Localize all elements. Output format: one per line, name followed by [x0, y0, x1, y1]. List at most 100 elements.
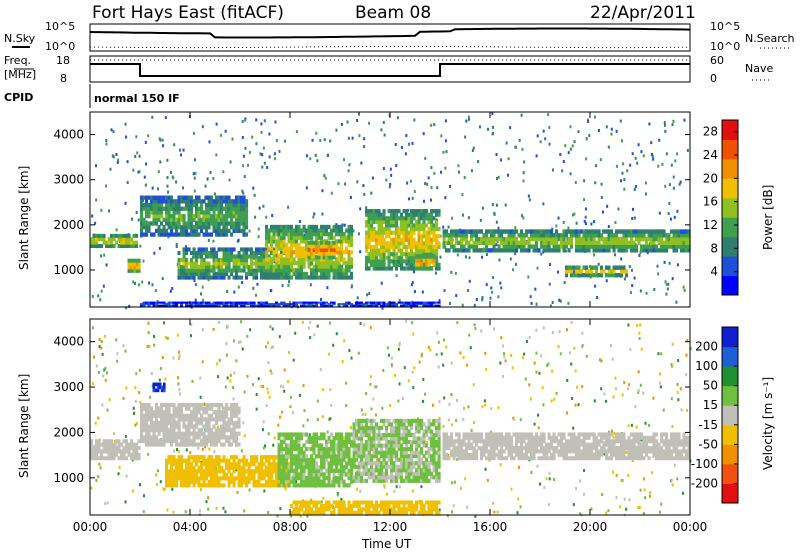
velocity-speckle	[239, 340, 242, 344]
power-cell	[415, 248, 419, 253]
power-cell	[305, 246, 309, 251]
velocity-cell	[290, 446, 294, 452]
power-speckle	[628, 265, 631, 269]
velocity-cell	[202, 483, 206, 488]
power-cell	[133, 268, 137, 273]
power-speckle	[548, 282, 551, 286]
power-cell	[197, 206, 201, 211]
velocity-cell	[117, 439, 121, 444]
power-cell	[165, 303, 169, 306]
velocity-speckle	[643, 488, 646, 492]
nsearch-series	[90, 45, 691, 49]
power-cell	[452, 229, 456, 234]
power-speckle	[362, 184, 365, 188]
velocity-cell	[257, 465, 261, 470]
velocity-cell	[220, 410, 224, 415]
velocity-cell	[220, 424, 224, 429]
velocity-cell	[202, 476, 206, 481]
velocity-cell	[95, 446, 99, 451]
velocity-cell	[167, 417, 171, 422]
velocity-cell	[277, 483, 281, 488]
power-speckle	[523, 160, 526, 164]
velocity-cell	[260, 472, 264, 477]
power-cell	[227, 213, 231, 219]
power-cell	[320, 268, 324, 273]
velocity-cell	[192, 406, 196, 411]
power-cell	[397, 230, 401, 235]
power-speckle	[597, 129, 600, 133]
velocity-speckle	[360, 408, 363, 412]
power-speckle	[663, 121, 666, 125]
power-cell	[237, 225, 241, 230]
power-speckle	[329, 139, 332, 143]
power-cell	[165, 213, 169, 219]
power-cell	[587, 233, 591, 238]
velocity-cell	[240, 469, 244, 474]
velocity-cell	[220, 417, 224, 422]
power-cell	[315, 304, 319, 307]
power-speckle	[161, 277, 164, 281]
velocity-cell	[150, 442, 154, 447]
power-cell	[282, 271, 286, 277]
power-cell	[430, 212, 434, 217]
power-cell	[175, 225, 179, 230]
power-cell	[510, 248, 514, 253]
velocity-speckle	[309, 320, 312, 324]
power-cell	[245, 225, 249, 230]
power-speckle	[368, 291, 371, 295]
velocity-cell	[192, 469, 196, 474]
power-cell	[372, 237, 376, 242]
power-cell	[580, 269, 584, 274]
power-cell	[182, 206, 186, 211]
power-cell	[187, 268, 191, 273]
power-cell	[280, 257, 284, 262]
power-cell	[650, 240, 654, 246]
velocity-cell	[265, 469, 269, 474]
power-cell	[327, 246, 331, 251]
power-cell	[537, 229, 541, 234]
velocity-speckle	[576, 385, 579, 389]
power-cell	[220, 217, 224, 222]
power-cell	[525, 240, 529, 246]
velocity-cell	[225, 410, 229, 415]
velocity-cell	[207, 424, 211, 429]
power-cell	[197, 225, 201, 230]
power-cell	[627, 233, 631, 238]
velocity-cell	[100, 449, 104, 454]
power-cell	[402, 226, 406, 232]
power-cell	[195, 221, 199, 226]
power-cell	[562, 244, 566, 249]
power-cell	[602, 244, 606, 249]
velocity-cell	[180, 476, 184, 481]
velocity-cell	[195, 455, 199, 460]
velocity-speckle	[201, 328, 204, 332]
power-cell	[247, 301, 251, 304]
power-cell	[272, 275, 276, 280]
power-cell	[162, 206, 166, 211]
velocity-speckle	[233, 371, 236, 375]
power-cell	[570, 244, 574, 249]
velocity-cell	[142, 402, 146, 408]
power-cell	[240, 304, 244, 307]
velocity-speckle	[98, 338, 101, 342]
power-cell	[200, 250, 204, 256]
velocity-speckle	[138, 368, 141, 372]
velocity-cell	[235, 406, 239, 411]
power-speckle	[356, 118, 359, 122]
velocity-speckle	[480, 329, 483, 333]
velocity-cell	[210, 413, 214, 418]
power-cell	[625, 272, 629, 278]
power-cell	[425, 244, 429, 250]
power-speckle	[434, 271, 437, 275]
power-cell	[615, 244, 619, 249]
power-cell	[195, 271, 199, 277]
power-cell	[297, 264, 301, 269]
power-cell	[450, 229, 454, 234]
power-cell	[300, 239, 304, 244]
velocity-cell	[167, 479, 171, 484]
power-cell	[300, 235, 304, 240]
power-speckle	[162, 144, 165, 148]
power-cell	[465, 248, 469, 253]
power-speckle	[295, 130, 298, 134]
power-cell	[595, 244, 599, 249]
